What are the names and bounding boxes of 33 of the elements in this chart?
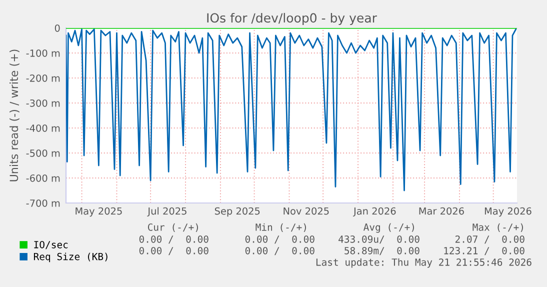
x-tick-label: May 2025	[76, 207, 122, 217]
x-tick-label: Mar 2026	[419, 207, 464, 215]
text: 433.09u/ 0.00	[338, 235, 420, 244]
line-series	[66, 28, 517, 192]
y-tick-label: -300 m	[26, 99, 60, 107]
text: Last update: Thu May 21 21:55:46 2026	[316, 258, 532, 268]
y-tick-label: 0	[54, 24, 60, 32]
y-tick-label: -400 m	[26, 124, 60, 132]
x-tick-label: Jul 2025	[147, 207, 186, 216]
y-tick-label: -200 m	[26, 74, 60, 82]
y-tick-label: -100 m	[26, 49, 60, 57]
y-tick-label: -600 m	[26, 174, 60, 182]
text: Min (-/+)	[256, 223, 306, 232]
text: 0.00 / 0.00	[139, 235, 208, 244]
y-tick-label: -700 m	[26, 199, 60, 207]
x-tick-label: May 2026	[484, 207, 532, 217]
text: 0.00 / 0.00	[245, 246, 314, 256]
text: 0.00 / 0.00	[139, 246, 208, 256]
y-tick-label: -500 m	[26, 149, 60, 157]
text: 58.89m/ 0.00	[344, 246, 420, 256]
text: 0.00 / 0.00	[245, 235, 314, 244]
x-tick-label: Jan 2026	[353, 207, 396, 216]
text: 2.07 / 0.00	[455, 235, 524, 244]
x-tick-label: Sep 2025	[214, 207, 260, 217]
y-axis-title: Units read (-) / write (+)	[10, 50, 20, 182]
chart-title: IOs for /dev/loop0 - by year	[207, 12, 377, 26]
legend-label: Req Size (KB)	[34, 252, 108, 262]
legend-label: IO/sec	[34, 240, 68, 250]
text: Max (-/+)	[472, 223, 523, 232]
text: Cur (-/+)	[148, 223, 198, 232]
x-tick-label: Nov 2025	[284, 207, 329, 215]
text: 123.21 / 0.00	[444, 246, 524, 256]
text: Avg (-/+)	[364, 223, 414, 233]
